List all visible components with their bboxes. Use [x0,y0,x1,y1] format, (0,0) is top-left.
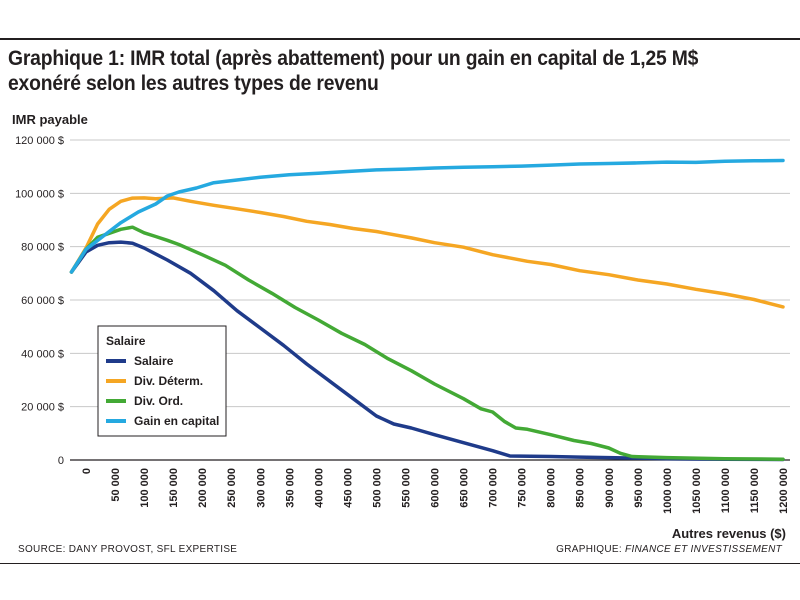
x-tick-label: 150 000 [168,468,180,508]
y-tick-label: 60 000 $ [21,295,64,307]
legend-title: Salaire [106,334,146,348]
credit-name: FINANCE ET INVESTISSEMENT [625,544,782,555]
x-tick-label: 800 000 [546,468,558,508]
x-tick-label: 650 000 [459,468,471,508]
chart-title-line-2: exonéré selon les autres types de revenu [8,72,379,95]
x-tick-label: 1200 000 [778,468,790,514]
x-tick-label: 0 [81,468,93,474]
legend-label-2: Div. Déterm. [134,374,203,388]
chart-title-line-1: Graphique 1: IMR total (après abattement… [8,47,699,70]
top-rule [0,38,800,40]
y-tick-label: 80 000 $ [21,242,64,254]
y-tick-label: 0 [58,455,64,467]
x-tick-label: 350 000 [284,468,296,508]
chart-title: Graphique 1: IMR total (après abattement… [8,46,730,96]
x-tick-label: 850 000 [575,468,587,508]
x-tick-label: 100 000 [139,468,151,508]
legend-label-3: Div. Ord. [134,394,183,408]
graphic-credit: GRAPHIQUE: FINANCE ET INVESTISSEMENT [556,544,782,555]
legend: Salaire Salaire Div. Déterm. Div. Ord. Gain… [97,325,227,437]
x-tick-label: 450 000 [342,468,354,508]
y-tick-label: 40 000 $ [21,348,64,360]
legend-label-1: Salaire [134,354,174,368]
y-axis-label: IMR payable [12,112,88,127]
x-tick-label: 250 000 [226,468,238,508]
x-tick-label: 900 000 [604,468,616,508]
series-line-3 [69,225,785,461]
source-note: SOURCE: DANY PROVOST, SFL EXPERTISE [18,544,238,555]
y-tick-label: 20 000 $ [21,402,64,414]
bottom-rule [0,563,800,564]
x-tick-label: 500 000 [371,468,383,508]
x-tick-labels: 0 50 000 100 000 150 000 200 000 250 000 300 0… [81,468,790,514]
series-line-1 [69,240,785,462]
y-tick-label: 120 000 $ [15,135,64,147]
series-lines [69,158,785,462]
x-axis-label: Autres revenus ($) [672,526,786,541]
x-tick-label: 550 000 [400,468,412,508]
y-tick-label: 100 000 $ [15,188,64,200]
x-tick-label: 200 000 [197,468,209,508]
x-tick-label: 400 000 [313,468,325,508]
x-tick-label: 1000 000 [662,468,674,514]
x-tick-label: 1100 000 [720,468,732,513]
x-tick-label: 300 000 [255,468,267,508]
x-tick-label: 750 000 [517,468,529,508]
x-tick-label: 950 000 [633,468,645,508]
x-tick-label: 600 000 [430,468,442,508]
series-line-4 [69,158,785,274]
x-tick-label: 1050 000 [691,468,703,514]
legend-items: Salaire Div. Déterm. Div. Ord. Gain en capi… [106,354,219,428]
y-tick-labels: 0 20 000 $ 40 000 $ 60 000 $ 80 000 $ 100 000… [15,135,64,467]
x-tick-label: 50 000 [110,468,122,502]
legend-label-4: Gain en capital [134,414,219,428]
credit-prefix: GRAPHIQUE: [556,544,626,555]
x-tick-label: 700 000 [488,468,500,508]
x-tick-label: 1150 000 [749,468,761,513]
series-line-2 [69,196,785,309]
